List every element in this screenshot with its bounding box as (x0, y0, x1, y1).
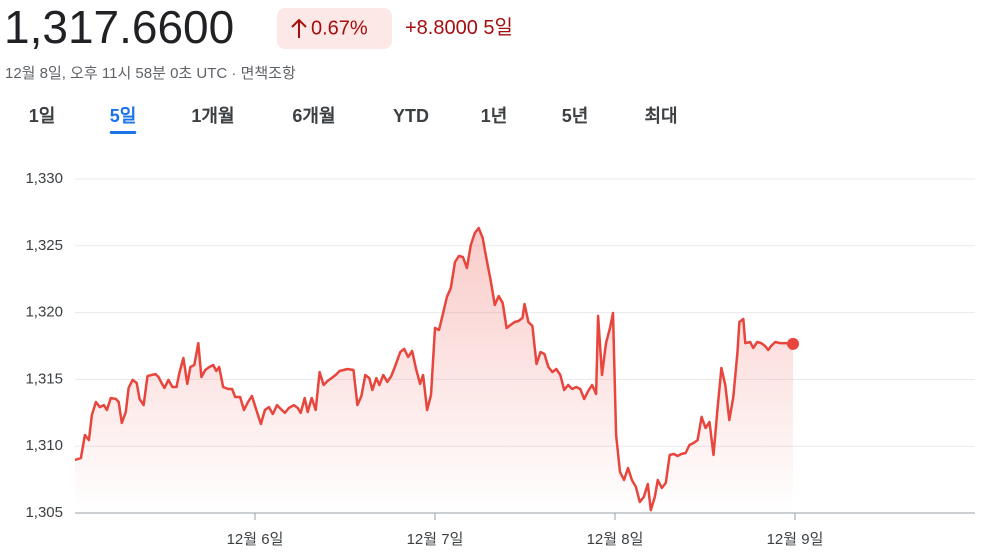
y-tick-label: 1,315 (25, 370, 63, 387)
change-badge (277, 8, 392, 49)
change-percent: 0.67% (311, 17, 368, 39)
up-arrow (291, 18, 307, 38)
period: 5일 (483, 16, 513, 39)
timestamp-line: 12월 8일, 오후 11시 58분 0초 UTC · 면책조항 (5, 65, 296, 82)
tab-underline (109, 131, 137, 134)
y-tick-label: 1,310 (25, 437, 63, 454)
x-tick-label: 12월 8일 (587, 531, 644, 548)
price: 1,317.6600 (4, 1, 234, 53)
tab[interactable]: 6개월 (292, 106, 335, 126)
tabs: 1일 5일 1개월 6개월 YTD 1년 5년 최대 (29, 106, 678, 134)
tab[interactable]: 5년 (562, 106, 589, 126)
price-line (74, 226, 794, 512)
x-tick-label: 12월 9일 (767, 531, 824, 548)
tab[interactable]: YTD (393, 106, 429, 126)
area (75, 228, 794, 513)
y-tick-label: 1,305 (25, 504, 63, 521)
last-point (787, 337, 800, 350)
chart: 1,305 1,310 1,315 1,320 1,325 1,330 12월 6일 12월 … (25, 170, 975, 548)
tab[interactable]: 1개월 (191, 106, 234, 126)
x-tick-label: 12월 6일 (227, 531, 284, 548)
change: +8.8000 (405, 17, 478, 39)
tab[interactable]: 5일 (110, 106, 137, 126)
timestamp: 12월 8일, 오후 11시 58분 0초 UTC · (5, 65, 241, 82)
y-tick-label: 1,325 (25, 237, 63, 254)
x-tick-label: 12월 7일 (407, 531, 464, 548)
disclaimer-link[interactable]: 면책조항 (241, 65, 296, 82)
tab[interactable]: 1년 (481, 106, 508, 126)
tab[interactable]: 최대 (644, 106, 677, 126)
tab[interactable]: 1일 (29, 106, 56, 126)
y-tick-label: 1,330 (25, 170, 63, 187)
y-tick-label: 1,320 (25, 304, 63, 321)
change-text: +8.8000 5일 (405, 16, 513, 39)
